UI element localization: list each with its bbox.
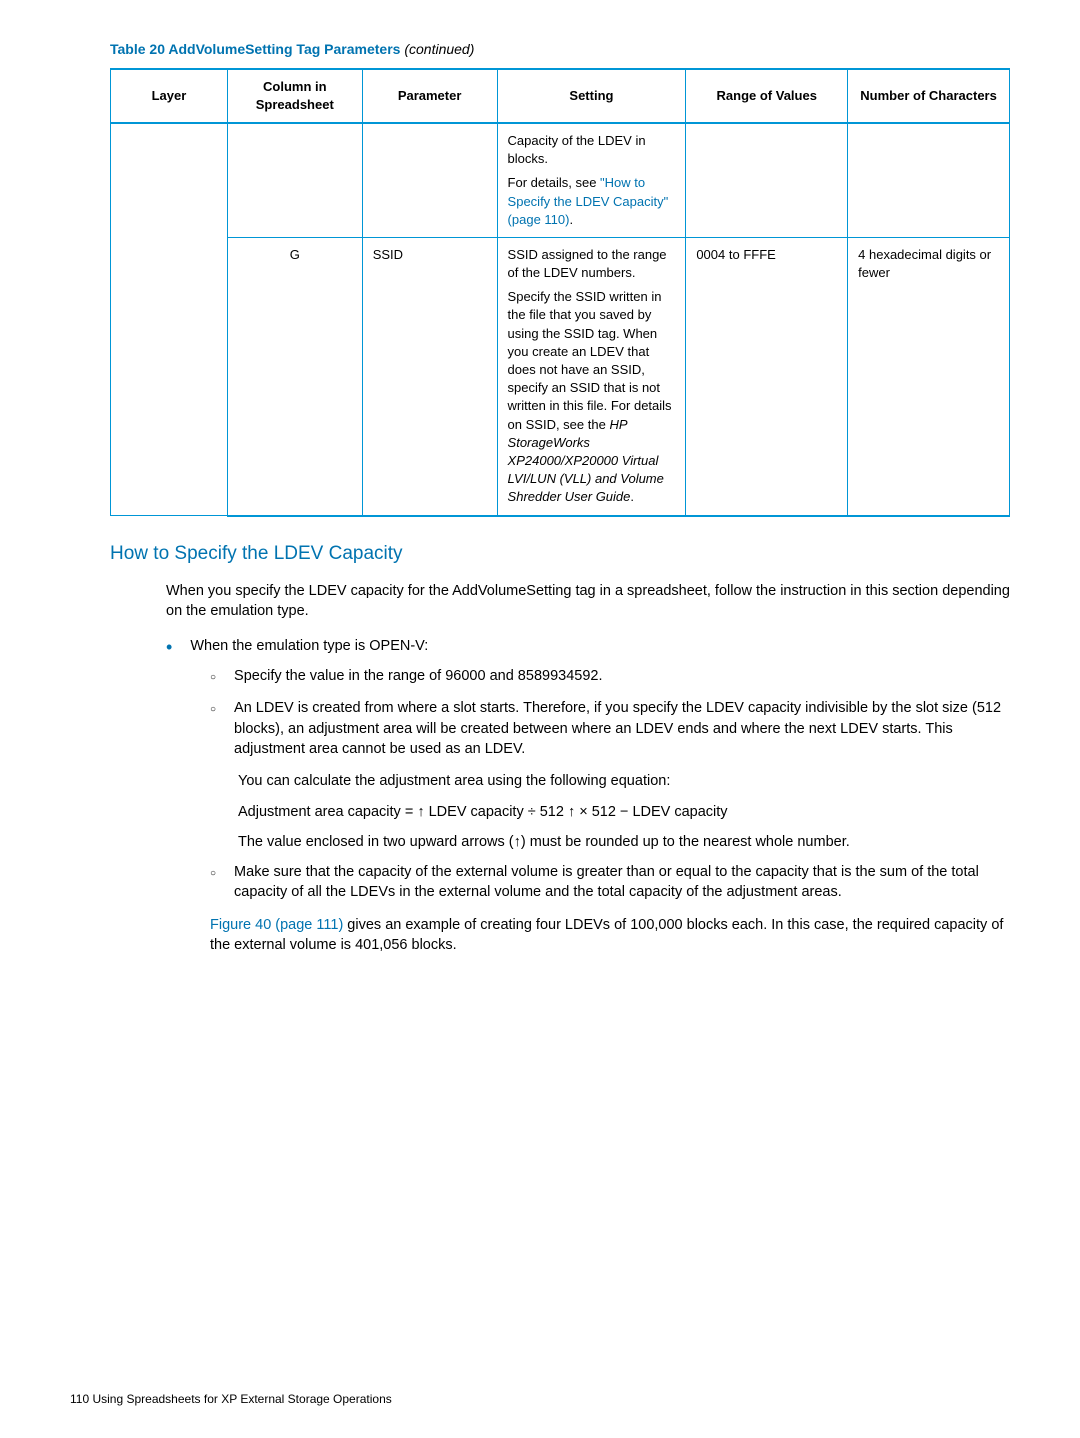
bullet-text: When the emulation type is OPEN-V:	[190, 636, 428, 656]
page-footer: 110 Using Spreadsheets for XP External S…	[70, 1391, 392, 1408]
list-item: ○ Make sure that the capacity of the ext…	[210, 862, 1010, 903]
header-setting: Setting	[497, 69, 686, 123]
header-chars: Number of Characters	[848, 69, 1010, 123]
cell-setting: Capacity of the LDEV in blocks. For deta…	[497, 123, 686, 237]
list-item: ○ Specify the value in the range of 9600…	[210, 666, 1010, 686]
bullet-icon: •	[166, 638, 172, 656]
table-caption: Table 20 AddVolumeSetting Tag Parameters…	[110, 40, 1010, 60]
cell-setting: SSID assigned to the range of the LDEV n…	[497, 237, 686, 515]
setting-text-2: Specify the SSID written in the file tha…	[508, 288, 676, 506]
setting-period: .	[569, 212, 573, 227]
sub-paragraph: The value enclosed in two upward arrows …	[238, 832, 1010, 852]
list-item: ○ An LDEV is created from where a slot s…	[210, 698, 1010, 759]
setting-end: .	[630, 489, 634, 504]
table-header-row: Layer Column in Spreadsheet Parameter Se…	[111, 69, 1010, 123]
caption-continued: (continued)	[400, 41, 474, 57]
circle-icon: ○	[210, 867, 216, 903]
figure-link[interactable]: Figure 40 (page 111)	[210, 917, 343, 933]
header-layer: Layer	[111, 69, 228, 123]
setting-prefix: For details, see	[508, 175, 601, 190]
circle-icon: ○	[210, 671, 216, 686]
header-range: Range of Values	[686, 69, 848, 123]
cell-range	[686, 123, 848, 237]
cell-column	[227, 123, 362, 237]
figure-paragraph: Figure 40 (page 111) gives an example of…	[210, 915, 1010, 956]
sub-bullet-text: An LDEV is created from where a slot sta…	[234, 698, 1010, 759]
sub-bullet-text: Make sure that the capacity of the exter…	[234, 862, 1010, 903]
caption-title: Table 20 AddVolumeSetting Tag Parameters	[110, 41, 400, 57]
table-row: G SSID SSID assigned to the range of the…	[111, 237, 1010, 515]
table-row: Capacity of the LDEV in blocks. For deta…	[111, 123, 1010, 237]
circle-icon: ○	[210, 703, 216, 759]
cell-parameter: SSID	[362, 237, 497, 515]
sub-paragraph: You can calculate the adjustment area us…	[238, 771, 1010, 791]
setting-text-2: For details, see "How to Specify the LDE…	[508, 174, 676, 229]
parameters-table: Layer Column in Spreadsheet Parameter Se…	[110, 68, 1010, 517]
section-heading: How to Specify the LDEV Capacity	[110, 541, 1010, 568]
cell-layer	[111, 123, 228, 516]
intro-paragraph: When you specify the LDEV capacity for t…	[166, 581, 1010, 622]
sub-bullet-text: Specify the value in the range of 96000 …	[234, 666, 602, 686]
cell-column: G	[227, 237, 362, 515]
cell-range: 0004 to FFFE	[686, 237, 848, 515]
setting-text: Capacity of the LDEV in blocks.	[508, 132, 676, 168]
setting-text: SSID assigned to the range of the LDEV n…	[508, 246, 676, 282]
cell-chars: 4 hexadecimal digits or fewer	[848, 237, 1010, 515]
cell-parameter	[362, 123, 497, 237]
sub-paragraph: Adjustment area capacity = ↑ LDEV capaci…	[238, 802, 1010, 822]
header-column: Column in Spreadsheet	[227, 69, 362, 123]
header-parameter: Parameter	[362, 69, 497, 123]
setting-body: Specify the SSID written in the file tha…	[508, 289, 672, 431]
list-item: • When the emulation type is OPEN-V:	[166, 636, 1010, 656]
cell-chars	[848, 123, 1010, 237]
